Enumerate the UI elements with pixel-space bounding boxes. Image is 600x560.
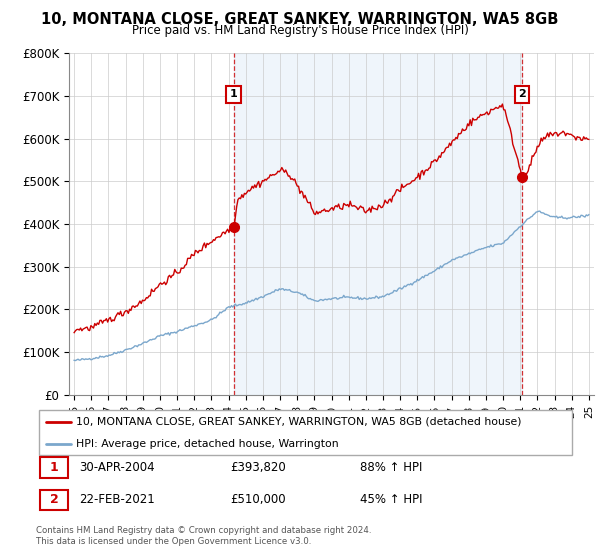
FancyBboxPatch shape [40, 489, 68, 510]
Text: Price paid vs. HM Land Registry's House Price Index (HPI): Price paid vs. HM Land Registry's House … [131, 24, 469, 36]
Text: 10, MONTANA CLOSE, GREAT SANKEY, WARRINGTON, WA5 8GB (detached house): 10, MONTANA CLOSE, GREAT SANKEY, WARRING… [77, 417, 522, 427]
FancyBboxPatch shape [40, 458, 68, 478]
Text: 22-FEB-2021: 22-FEB-2021 [79, 493, 155, 506]
Text: £510,000: £510,000 [230, 493, 286, 506]
Text: 45% ↑ HPI: 45% ↑ HPI [360, 493, 422, 506]
Text: 2: 2 [518, 89, 526, 99]
Text: 10, MONTANA CLOSE, GREAT SANKEY, WARRINGTON, WA5 8GB: 10, MONTANA CLOSE, GREAT SANKEY, WARRING… [41, 12, 559, 27]
Text: 30-APR-2004: 30-APR-2004 [79, 461, 155, 474]
Text: 2: 2 [50, 493, 59, 506]
Text: Contains HM Land Registry data © Crown copyright and database right 2024.
This d: Contains HM Land Registry data © Crown c… [36, 526, 371, 546]
Text: HPI: Average price, detached house, Warrington: HPI: Average price, detached house, Warr… [77, 438, 339, 449]
Text: £393,820: £393,820 [230, 461, 286, 474]
Bar [233, 53, 522, 395]
Text: 1: 1 [230, 89, 238, 99]
Text: 1: 1 [50, 461, 59, 474]
Text: 88% ↑ HPI: 88% ↑ HPI [360, 461, 422, 474]
FancyBboxPatch shape [39, 410, 572, 455]
